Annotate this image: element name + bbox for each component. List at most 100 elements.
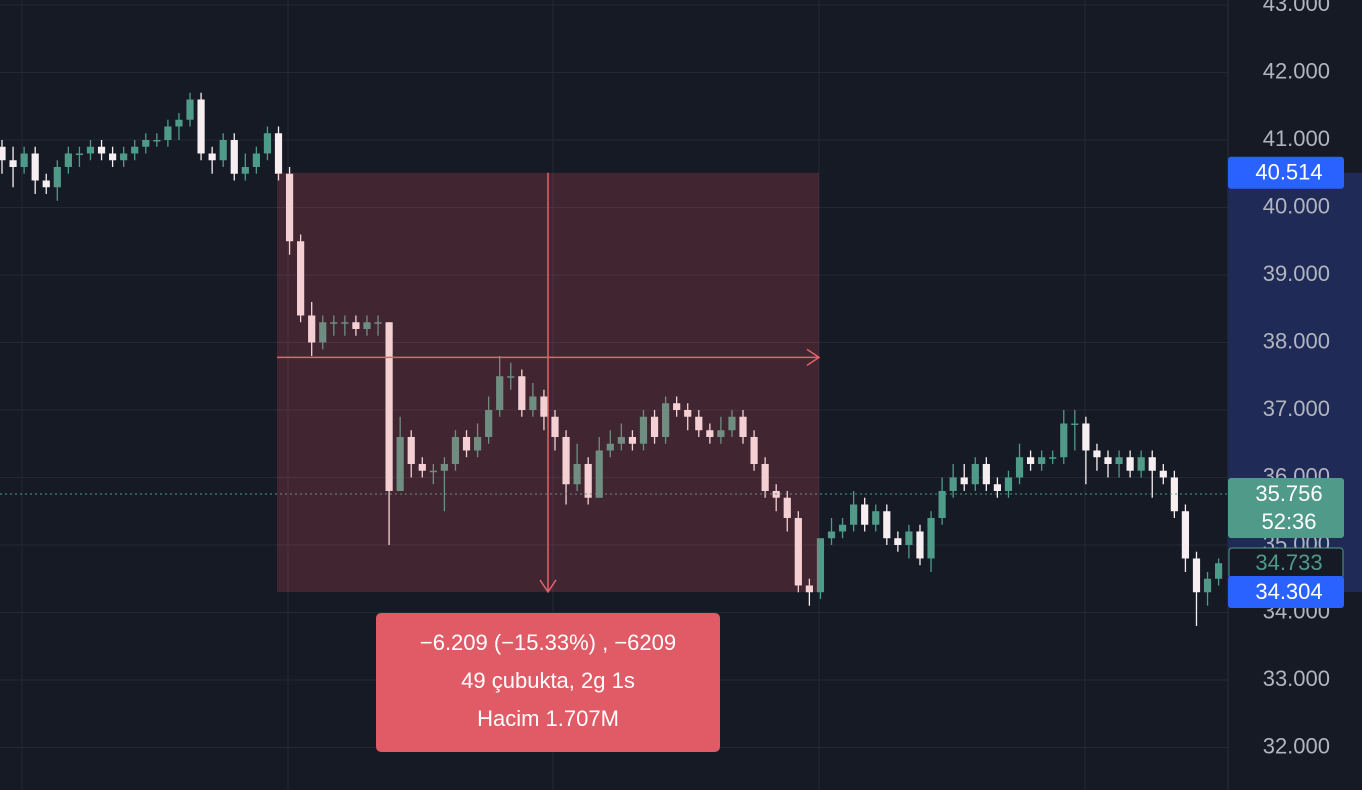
candle-body [673,403,681,410]
candle-body [208,153,216,161]
candle-body [529,396,537,410]
candle-body [429,470,437,473]
measure-v-arrowhead [539,579,557,594]
y-tick-label: 42.000 [1263,58,1330,83]
candle-body [584,463,592,498]
candle-body [684,409,692,417]
measure-tooltip-text: −6.209 (−15.33%) , −6209 [420,630,676,655]
candle-body [462,436,471,451]
candle-body [175,119,183,127]
candle-body [120,153,128,161]
candle-body [838,524,847,532]
candle-body [938,490,946,518]
candle-body [97,146,106,154]
candle-body [783,497,791,518]
candle-body [562,436,570,485]
candle-body [485,409,493,437]
candle-body [341,322,349,324]
candle-body [64,153,72,167]
price-label-box [1228,156,1344,189]
candle-body [131,146,139,154]
measure-h-arrowhead [806,348,821,367]
candle-body [1082,423,1090,451]
candle-body [418,463,426,471]
candle-body [717,430,725,437]
candle-body [352,322,360,329]
candle-body [949,477,957,491]
candle-body [109,153,117,161]
candle-body [330,322,338,324]
candle-body [617,436,625,444]
candle-body [827,531,836,539]
candle-body [507,376,515,378]
candle-body [319,322,327,343]
y-tick-label: 33.000 [1263,666,1330,691]
candle-body [9,160,17,167]
candle-body [960,477,968,485]
candle-body [905,531,913,545]
candle-body [451,436,460,464]
price-label-countdown: 52:36 [1261,509,1316,534]
candle-body [297,241,305,316]
y-tick-label: 40.000 [1263,193,1330,218]
candle-body [241,166,249,174]
candle-body [540,396,548,417]
candle-body [595,450,603,498]
candle-body [230,139,238,174]
candle-body [695,416,703,431]
candle-body [1071,423,1079,425]
measure-tooltip-text: 49 çubukta, 2g 1s [461,668,635,693]
candle-body [86,146,95,154]
candle-body [982,463,990,485]
candle-body [496,376,504,410]
candle-body [75,153,84,155]
candle-body [662,403,670,437]
candle-body [650,416,659,437]
candle-body [1026,457,1035,464]
y-tick-label: 43.000 [1263,0,1330,16]
candle-body [872,511,880,525]
candle-body [1137,457,1145,471]
candle-body [1192,558,1201,593]
candle-body [1104,457,1112,464]
candle-body [1148,457,1156,471]
candle-body [739,416,747,437]
candle-body [219,139,227,161]
candle-body [440,463,448,471]
candle-body [1093,450,1101,458]
candle-body [971,463,979,485]
candle-body [263,133,272,154]
candle-body [0,146,6,161]
candle-body [1159,470,1167,478]
candle-body [1038,457,1046,464]
candle-body [728,416,736,431]
y-tick-label: 41.000 [1263,126,1330,151]
price-label: 35.756 [1255,481,1322,506]
candle-body [252,153,260,167]
candle-body [518,376,526,410]
price-label-box [1228,575,1344,608]
candle-body [894,538,902,545]
candle-body [805,585,813,593]
candle-body [1049,457,1057,459]
candle-body [750,436,758,464]
candle-body [42,180,50,188]
candle-body [927,517,935,559]
price-label: 34.304 [1255,579,1322,604]
candle-body [396,436,404,491]
candle-body [186,99,194,120]
candle-body [1203,578,1212,593]
price-label: 34.733 [1255,550,1322,575]
y-tick-label: 38.000 [1263,328,1330,353]
candle-body [883,511,891,539]
candle-body [551,416,559,437]
y-tick-label: 32.000 [1263,733,1330,758]
candle-body [1015,457,1024,478]
candle-body [1170,477,1178,512]
candle-body [53,166,61,188]
candle-body [197,99,205,154]
candle-body [916,531,924,559]
candle-body [285,173,294,242]
candle-body [573,463,581,485]
